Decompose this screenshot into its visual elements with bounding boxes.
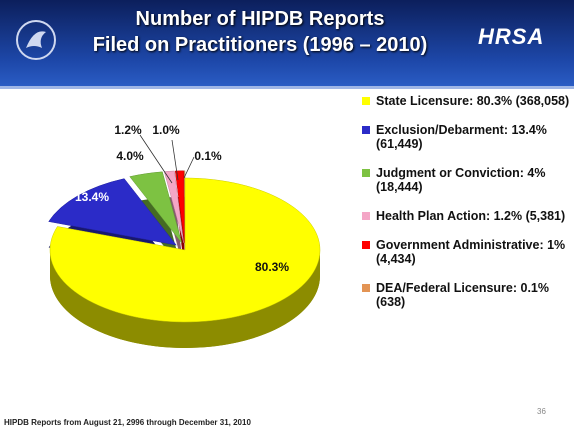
data-label: 1.2% <box>114 123 142 137</box>
slice-side <box>50 250 320 348</box>
footnote: HIPDB Reports from August 21, 2996 throu… <box>4 418 251 427</box>
legend-swatch <box>362 212 370 220</box>
legend-item: DEA/Federal Licensure: 0.1% (638) <box>362 281 572 309</box>
legend-swatch <box>362 284 370 292</box>
slice <box>48 178 177 246</box>
data-label: 80.3% <box>255 260 289 274</box>
legend-item: Exclusion/Debarment: 13.4% (61,449) <box>362 123 572 151</box>
leader-line <box>183 156 195 179</box>
title-line: Filed on Practitioners (1996 – 2010) <box>92 34 428 56</box>
slice <box>129 171 183 244</box>
legend-swatch <box>362 126 370 134</box>
legend-label: DEA/Federal Licensure: 0.1% (638) <box>376 281 549 309</box>
legend-swatch <box>362 169 370 177</box>
data-label: 0.1% <box>194 149 222 163</box>
title-line: Number of HIPDB Reports <box>135 8 385 30</box>
legend-label: State Licensure: 80.3% (368,058) <box>376 94 570 108</box>
legend-item: Health Plan Action: 1.2% (5,381) <box>362 209 572 223</box>
data-label: 4.0% <box>116 149 144 163</box>
page-number: 36 <box>537 407 546 416</box>
legend-item: State Licensure: 80.3% (368,058) <box>362 94 572 108</box>
legend-item: Government Administrative: 1% (4,434) <box>362 238 572 266</box>
legend-item: Judgment or Conviction: 4% (18,444) <box>362 166 572 194</box>
data-label: 13.4% <box>75 190 109 204</box>
legend-label: Health Plan Action: 1.2% (5,381) <box>376 209 566 223</box>
hhs-logo <box>16 20 56 60</box>
legend-swatch <box>362 241 370 249</box>
data-label: 1.0% <box>152 123 180 137</box>
header: Number of HIPDB Reports Filed on Practit… <box>0 0 574 89</box>
legend-label: Judgment or Conviction: 4% (18,444) <box>376 166 546 194</box>
legend-swatch <box>362 97 370 105</box>
logo: HRSA <box>478 24 545 49</box>
slice <box>49 177 321 323</box>
leader-line <box>139 134 173 184</box>
leader-line <box>171 139 179 181</box>
legend-label: Government Administrative: 1% (4,434) <box>376 238 566 266</box>
slice <box>174 170 185 243</box>
legend-label: Exclusion/Debarment: 13.4% (61,449) <box>376 123 547 151</box>
legend: State Licensure: 80.3% (368,058) Exclusio… <box>362 94 572 324</box>
